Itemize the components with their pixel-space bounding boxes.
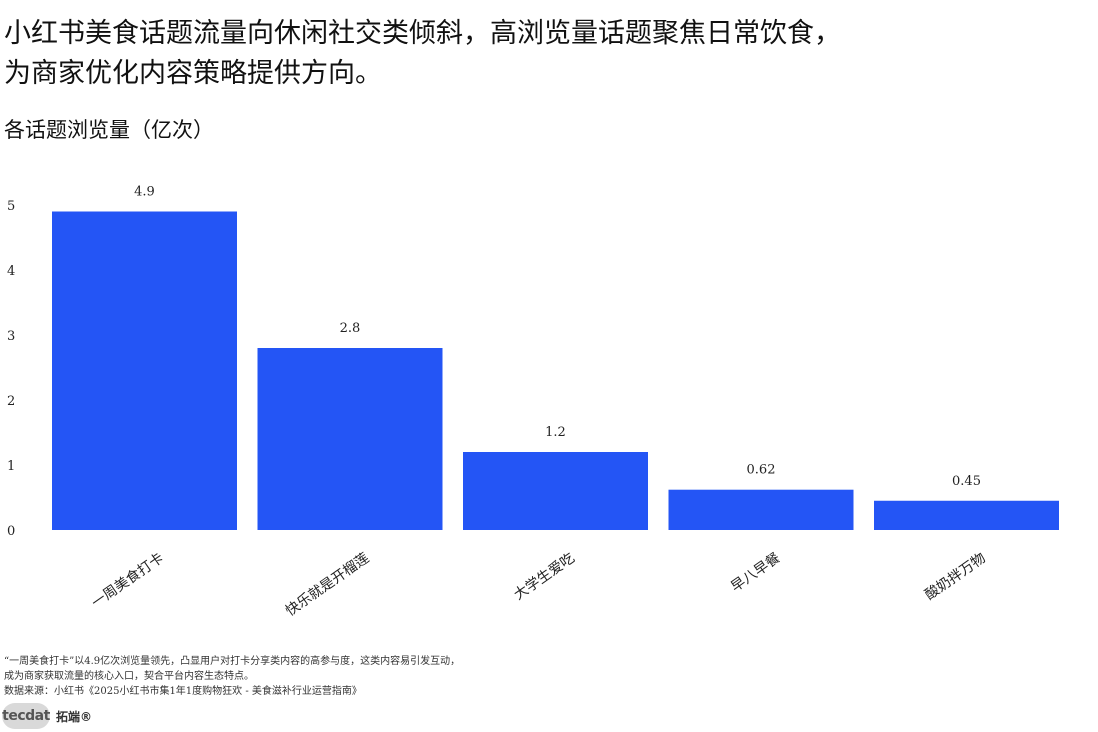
bar <box>52 211 237 530</box>
headline: 小红书美食话题流量向休闲社交类倾斜，高浏览量话题聚焦日常饮食， 为商家优化内容策… <box>4 14 1084 94</box>
brand-name: 拓端® <box>56 709 93 724</box>
data-source: 数据来源：小红书《2025小红书市集1年1度购物狂欢 - 美食滋补行业运营指南》 <box>4 686 362 697</box>
bars <box>52 211 1059 530</box>
y-tick-label: 5 <box>7 199 15 214</box>
value-labels: 4.9 2.8 1.2 0.62 0.45 <box>134 185 981 489</box>
tecdat-logo: tecdat <box>2 703 50 729</box>
y-tick-label: 0 <box>7 524 15 539</box>
bar-value-label: 4.9 <box>134 185 155 200</box>
x-tick-label: 酸奶拌万物 <box>922 550 989 603</box>
chart-title: 各话题浏览量（亿次） <box>4 118 214 142</box>
y-tick-label: 2 <box>7 394 15 409</box>
footnote-line-1: “一周美食打卡”以4.9亿次浏览量领先，凸显用户对打卡分享类内容的高参与度，这类… <box>4 656 461 667</box>
headline-line-1: 小红书美食话题流量向休闲社交类倾斜，高浏览量话题聚焦日常饮食， <box>4 18 841 49</box>
bar <box>257 348 443 530</box>
bar-chart: 0 1 2 3 4 5 4.9 2.8 1.2 0.62 0.45 一周美食打卡 快乐就是开榴莲 大学… <box>7 185 1059 619</box>
bar-value-label: 0.45 <box>952 474 981 489</box>
x-tick-label: 快乐就是开榴莲 <box>283 550 372 619</box>
x-tick-label: 大学生爱吃 <box>511 550 578 603</box>
y-axis: 0 1 2 3 4 5 <box>7 199 15 539</box>
bar <box>463 452 648 530</box>
bar-value-label: 0.62 <box>747 463 776 478</box>
y-tick-label: 4 <box>7 264 15 279</box>
bar-value-label: 2.8 <box>340 321 361 336</box>
headline-line-2: 为商家优化内容策略提供方向。 <box>4 58 382 89</box>
y-tick-label: 3 <box>7 329 15 344</box>
footnote: “一周美食打卡”以4.9亿次浏览量领先，凸显用户对打卡分享类内容的高参与度，这类… <box>4 654 1004 699</box>
bar-value-label: 1.2 <box>545 425 566 440</box>
bar <box>668 489 854 530</box>
x-tick-label: 早八早餐 <box>728 550 783 595</box>
x-tick-label: 一周美食打卡 <box>88 549 167 611</box>
brand: tecdat 拓端® <box>2 703 92 729</box>
x-axis-labels: 一周美食打卡 快乐就是开榴莲 大学生爱吃 早八早餐 酸奶拌万物 <box>88 549 989 619</box>
bar <box>874 500 1059 530</box>
y-tick-label: 1 <box>7 459 15 474</box>
footnote-line-2: 成为商家获取流量的核心入口，契合平台内容生态特点。 <box>4 671 254 682</box>
